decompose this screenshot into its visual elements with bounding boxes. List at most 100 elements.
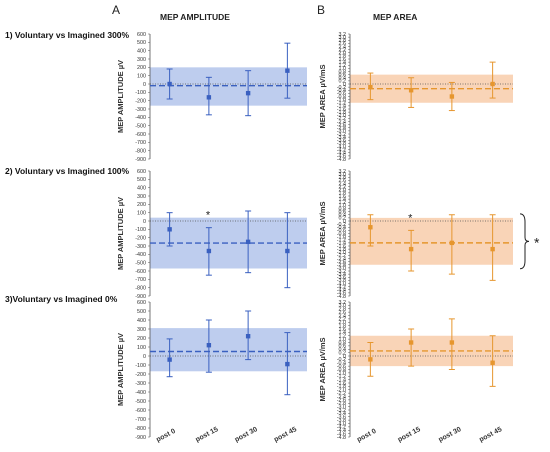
y-tick-label: -800	[135, 426, 146, 432]
y-tick-label: -3.8	[337, 141, 346, 147]
data-point	[167, 81, 172, 87]
y-tick-label: -3.4	[337, 135, 346, 141]
y-tick-label: 2.6	[339, 178, 347, 184]
variability-band	[150, 328, 307, 372]
data-point	[245, 90, 251, 96]
data-point	[490, 246, 495, 252]
y-tick-label: 2.4	[339, 44, 347, 50]
y-tick-label: -0.2	[337, 85, 346, 91]
chart-A-3: -900 -800 -700 -600 -500 -400 -300 -200 -100 0 100…	[116, 300, 307, 441]
y-tick-label: -400	[135, 390, 146, 396]
y-tick-label: -600	[135, 408, 146, 414]
y-tick-label: -1.2	[337, 374, 346, 380]
y-tick-label: 3.0	[339, 172, 347, 178]
y-tick-label: 0.8	[339, 206, 347, 212]
y-tick-label: -3.0	[337, 404, 346, 410]
y-tick-label: -1.6	[337, 381, 346, 387]
significance-star: *	[206, 210, 211, 222]
y-tick-label: -2.2	[337, 391, 346, 397]
data-point	[408, 340, 414, 345]
y-tick-label: -2.2	[337, 116, 346, 122]
y-tick-label: -0.8	[337, 94, 346, 100]
y-tick-label: -4.0	[337, 281, 346, 287]
y-tick-label: -4.6	[337, 291, 346, 297]
x-tick-label: post 30	[438, 426, 463, 444]
y-tick-label: 1.4	[339, 60, 347, 66]
y-tick-label: 3.2	[339, 32, 347, 38]
x-axis-labels: post 0 post 15 post 30 post 45 post 0 post 15…	[155, 426, 503, 444]
y-tick-label: -200	[135, 372, 146, 378]
y-tick-label: -3.6	[337, 275, 346, 281]
y-tick-label: -2.2	[337, 253, 346, 259]
y-tick-label: -0.8	[337, 231, 346, 237]
y-tick-label: -0.8	[337, 367, 346, 373]
significance-star: *	[534, 234, 540, 250]
y-tick-label: 1.6	[339, 327, 347, 333]
y-tick-label: -100	[135, 363, 146, 369]
y-tick-label: -900	[135, 157, 146, 163]
y-tick-label: -2.8	[337, 126, 346, 132]
row-title-1: 1) Voluntary vs Imagined 300%	[5, 30, 130, 40]
y-tick-label: 2.4	[339, 313, 347, 319]
panel-letter-b: B	[317, 3, 325, 17]
y-tick-label: 0.2	[339, 216, 347, 222]
y-tick-label: -100	[135, 90, 146, 96]
y-tick-label: -500	[135, 260, 146, 266]
y-tick-label: 0.2	[339, 350, 347, 356]
y-tick-label: -1.6	[337, 107, 346, 113]
y-tick-label: 2.2	[339, 47, 347, 53]
y-tick-label: -0.4	[337, 361, 346, 367]
y-axis-label: MEP AMPLITUDE µV	[116, 197, 125, 270]
y-tick-label: 1.0	[339, 66, 347, 72]
chart-B-1: -4.8-4.6-4.4-4.2-4.0-3.8-3.6-3.4-3.2-3.0…	[318, 32, 513, 163]
y-tick-label: 300	[137, 327, 146, 333]
y-tick-label: -0.2	[337, 357, 346, 363]
y-tick-label: 0	[143, 82, 146, 88]
data-point	[206, 343, 212, 348]
y-tick-label: -2.4	[337, 256, 346, 262]
y-tick-label: 3.0	[339, 303, 347, 309]
y-axis-label: MEP AREA µV/mS	[318, 64, 327, 128]
y-tick-label: 0	[343, 219, 346, 225]
y-tick-label: 600	[137, 169, 146, 175]
data-point	[285, 361, 290, 367]
y-tick-label: -300	[135, 381, 146, 387]
y-tick-label: 500	[137, 40, 146, 46]
y-tick-label: 2.0	[339, 320, 347, 326]
y-tick-label: -2.4	[337, 394, 346, 400]
y-tick-label: 0.4	[339, 76, 347, 82]
y-tick-label: 100	[137, 345, 146, 351]
data-point	[285, 248, 290, 254]
y-tick-label: -4.8	[337, 157, 346, 163]
y-tick-label: -800	[135, 148, 146, 154]
y-tick-label: -1.0	[337, 97, 346, 103]
y-tick-label: -2.8	[337, 401, 346, 407]
chart-A-2: -900 -800 -700 -600 -500 -400 -300 -200 -100 0 100…	[116, 169, 307, 300]
y-tick-label: -2.6	[337, 259, 346, 265]
y-tick-label: -1.8	[337, 110, 346, 116]
x-tick-label: post 15	[397, 426, 422, 444]
y-tick-label: 2.8	[339, 175, 347, 181]
data-point	[245, 334, 251, 339]
y-tick-label: 1.4	[339, 330, 347, 336]
y-tick-label: -4.4	[337, 288, 346, 294]
y-axis-label: MEP AMPLITUDE µV	[116, 333, 125, 406]
y-tick-label: -1.6	[337, 244, 346, 250]
y-tick-label: 0.2	[339, 79, 347, 85]
y-tick-label: -1.2	[337, 238, 346, 244]
panel-letter-a: A	[112, 3, 120, 17]
y-tick-label: -200	[135, 235, 146, 241]
y-tick-label: 0.6	[339, 209, 347, 215]
y-tick-label: -3.0	[337, 129, 346, 135]
y-axis-label: MEP AREA µV/mS	[318, 337, 327, 401]
y-tick-label: -500	[135, 123, 146, 129]
y-tick-label: 0.4	[339, 347, 347, 353]
y-tick-label: -1.8	[337, 384, 346, 390]
y-tick-label: -0.4	[337, 225, 346, 231]
y-tick-label: -1.4	[337, 241, 346, 247]
data-point	[285, 68, 290, 73]
y-tick-label: 300	[137, 57, 146, 63]
y-tick-label: -1.8	[337, 247, 346, 253]
y-tick-label: -3.2	[337, 269, 346, 275]
